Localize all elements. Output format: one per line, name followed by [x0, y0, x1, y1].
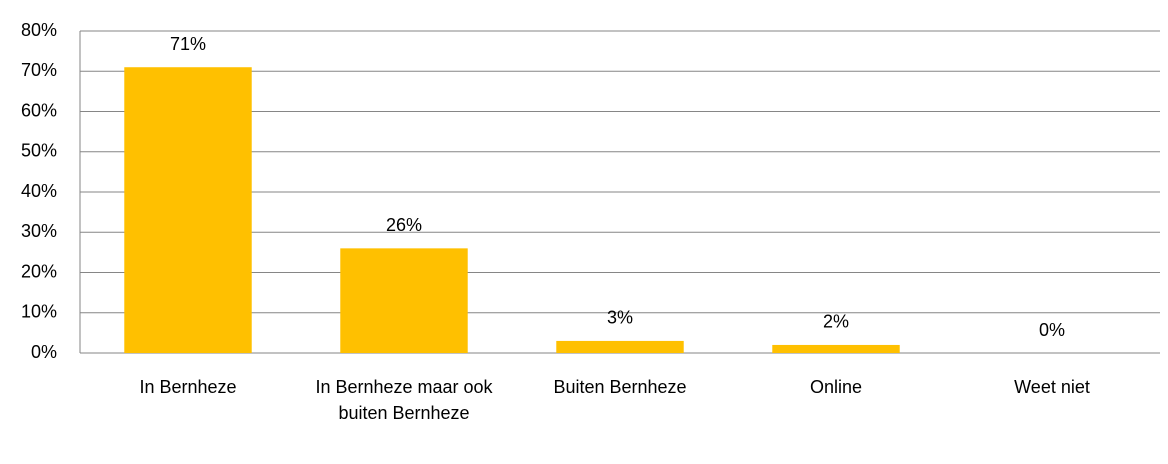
value-label: 26%	[386, 215, 422, 235]
x-tick-label: Online	[809, 377, 863, 397]
y-tick-label: 20%	[21, 261, 57, 281]
value-label: 2%	[823, 312, 849, 332]
y-tick-label: 70%	[21, 60, 57, 80]
bar	[124, 67, 252, 353]
y-tick-label: 60%	[21, 100, 57, 120]
x-tick-label: In Bernheze maar ook buiten Bernheze	[315, 377, 493, 423]
y-tick-label: 40%	[21, 181, 57, 201]
bar	[556, 340, 684, 353]
x-tick-label: In Bernheze	[139, 377, 237, 397]
x-tick-label: Buiten Bernheze	[553, 377, 687, 397]
value-label: 3%	[607, 308, 633, 328]
y-tick-label: 10%	[21, 302, 57, 322]
y-tick-label: 80%	[21, 20, 57, 40]
value-label: 71%	[170, 34, 206, 54]
y-tick-label: 50%	[21, 141, 57, 161]
x-tick-label: Weet niet	[1014, 377, 1090, 397]
bar	[772, 344, 900, 353]
y-tick-label: 30%	[21, 221, 57, 241]
y-tick-label: 0%	[31, 342, 57, 362]
value-label: 0%	[1039, 320, 1065, 340]
bar	[340, 248, 468, 353]
